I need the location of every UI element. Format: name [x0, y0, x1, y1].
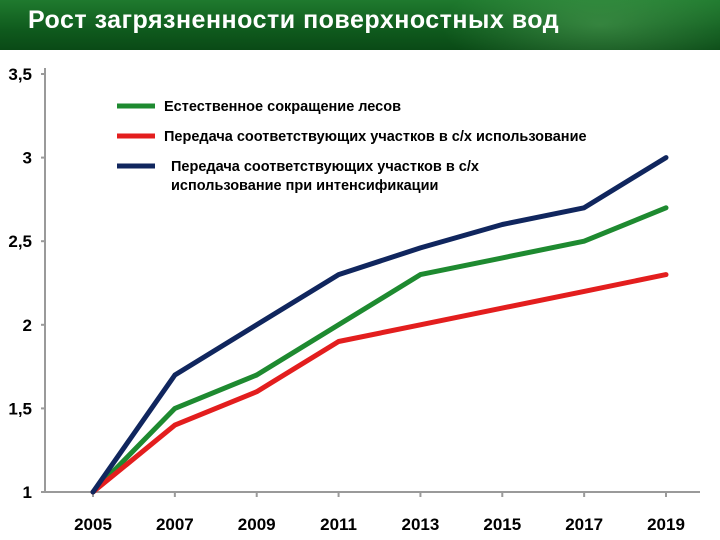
series-line-3 — [90, 155, 669, 495]
legend-label-3: использование при интенсификации — [171, 178, 438, 194]
series-line-2 — [90, 272, 669, 495]
legend-label-2: Передача соответствующих участков в с/х … — [164, 129, 587, 145]
chart-axes — [44, 68, 700, 493]
chart-series-lines — [90, 155, 669, 495]
legend-label-3: Передача соответствующих участков в с/х — [171, 159, 479, 175]
x-tick-label: 2005 — [74, 515, 112, 534]
series-line-1 — [90, 205, 669, 495]
y-tick-label: 3,5 — [8, 65, 32, 84]
slide-title: Рост загрязненности поверхностных вод — [28, 6, 560, 34]
y-tick-label: 1,5 — [8, 399, 32, 418]
title-decoration — [440, 0, 720, 50]
y-tick-label: 2 — [23, 316, 32, 335]
line-chart: 1 1,5 2 2,5 3 3,5 2005 2007 2009 2011 2013 2015 201… — [8, 65, 700, 534]
x-tick-label: 2009 — [238, 515, 276, 534]
x-tick-label: 2017 — [565, 515, 603, 534]
y-tick-label: 1 — [23, 483, 32, 502]
title-bar: Рост загрязненности поверхностных вод — [0, 0, 720, 50]
x-tick-label: 2019 — [647, 515, 685, 534]
chart-legend: Естественное сокращение лесов Передача со… — [117, 99, 587, 194]
y-tick-label: 2,5 — [8, 232, 32, 251]
x-tick-label: 2007 — [156, 515, 194, 534]
x-tick-label: 2011 — [320, 515, 357, 534]
x-axis-ticks: 2005 2007 2009 2011 2013 2015 2017 2019 — [74, 492, 685, 534]
y-tick-label: 3 — [23, 149, 32, 168]
x-tick-label: 2013 — [402, 515, 440, 534]
y-axis-ticks: 1 1,5 2 2,5 3 3,5 — [8, 65, 45, 502]
x-tick-label: 2015 — [483, 515, 521, 534]
legend-label-1: Естественное сокращение лесов — [164, 99, 401, 115]
